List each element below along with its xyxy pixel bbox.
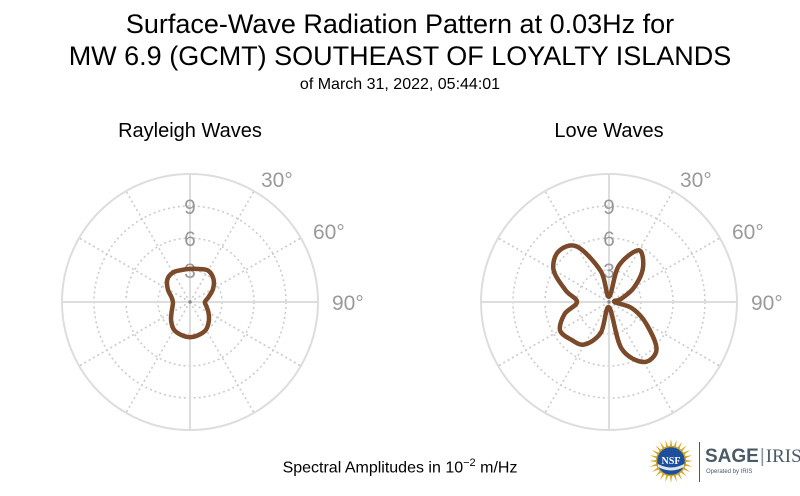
logo-divider — [699, 442, 700, 482]
love-radial-tick-label: 3 — [603, 260, 615, 283]
love-angle-tick-label: 90° — [751, 292, 783, 315]
nsf-ray — [649, 459, 658, 463]
rayleigh-angle-tick-label: 30° — [261, 169, 293, 192]
love-spoke-150 — [608, 301, 674, 414]
rayleigh-spoke-150 — [189, 301, 255, 414]
nsf-ray — [665, 439, 669, 448]
nsf-ray — [684, 463, 693, 467]
nsf-ray — [669, 439, 673, 448]
rayleigh-spoke-60 — [189, 237, 302, 303]
love-spoke-60 — [608, 237, 721, 303]
love-spoke-210 — [544, 301, 610, 414]
nsf-text: NSF — [662, 456, 681, 467]
rayleigh-center-dot — [188, 300, 192, 304]
rayleigh-angle-tick-label: 60° — [313, 221, 345, 244]
sage-text: SAGE — [705, 446, 759, 467]
title-block: Surface-Wave Radiation Pattern at 0.03Hz… — [0, 0, 800, 95]
nsf-ray — [665, 474, 669, 483]
rayleigh-panel-title: Rayleigh Waves — [118, 120, 262, 142]
love-spoke-330 — [544, 190, 610, 303]
logo-separator: | — [759, 446, 765, 467]
logo-area: NSF SAGE|IRIS Operated by IRIS — [648, 436, 800, 488]
chart-title-line1: Surface-Wave Radiation Pattern at 0.03Hz… — [125, 9, 675, 39]
units-suffix: m/Hz — [480, 459, 518, 477]
nsf-ray — [684, 455, 693, 459]
rayleigh-spoke-210 — [125, 301, 191, 414]
nsf-ray — [684, 459, 693, 463]
rayleigh-angle-tick-label: 90° — [332, 292, 364, 315]
nsf-ray — [649, 463, 658, 467]
amplitude-units-label: Spectral Amplitudes in 10−2 m/Hz — [0, 453, 800, 478]
love-spoke-30 — [608, 190, 674, 303]
love-center-dot — [607, 300, 611, 304]
nsf-logo: NSF — [649, 439, 693, 483]
rayleigh-radial-tick-label: 3 — [184, 260, 196, 283]
operated-by-text: Operated by IRIS — [706, 469, 753, 475]
rayleigh-spoke-330 — [125, 190, 191, 303]
rayleigh-radial-tick-label: 9 — [184, 196, 196, 219]
love-angle-tick-label: 60° — [732, 221, 764, 244]
rayleigh-spoke-30 — [189, 190, 255, 303]
rayleigh-radiation-curve — [164, 266, 217, 340]
nsf-ray — [673, 474, 677, 483]
love-panel-title: Love Waves — [554, 120, 664, 142]
love-radial-tick-label: 6 — [603, 228, 615, 251]
nsf-ray — [649, 455, 658, 459]
love-angle-tick-label: 30° — [680, 169, 712, 192]
nsf-ray — [673, 439, 677, 448]
units-exponent: −2 — [463, 457, 476, 469]
nsf-ray — [669, 474, 673, 483]
chart-title-line2: MW 6.9 (GCMT) SOUTHEAST OF LOYALTY ISLAN… — [68, 41, 732, 71]
love-radial-tick-label: 9 — [603, 196, 615, 219]
love-radiation-curve — [551, 243, 659, 365]
units-prefix: Spectral Amplitudes in 10 — [282, 459, 464, 477]
love-spoke-240 — [497, 301, 610, 367]
love-spoke-300 — [497, 237, 610, 303]
iris-text: IRIS — [765, 446, 800, 467]
rayleigh-spoke-300 — [78, 237, 191, 303]
love-spoke-120 — [608, 301, 721, 367]
rayleigh-radial-tick-label: 6 — [184, 228, 196, 251]
sage-iris-logo: SAGE|IRIS — [705, 446, 800, 468]
chart-subtitle: of March 31, 2022, 05:44:01 — [299, 76, 501, 93]
